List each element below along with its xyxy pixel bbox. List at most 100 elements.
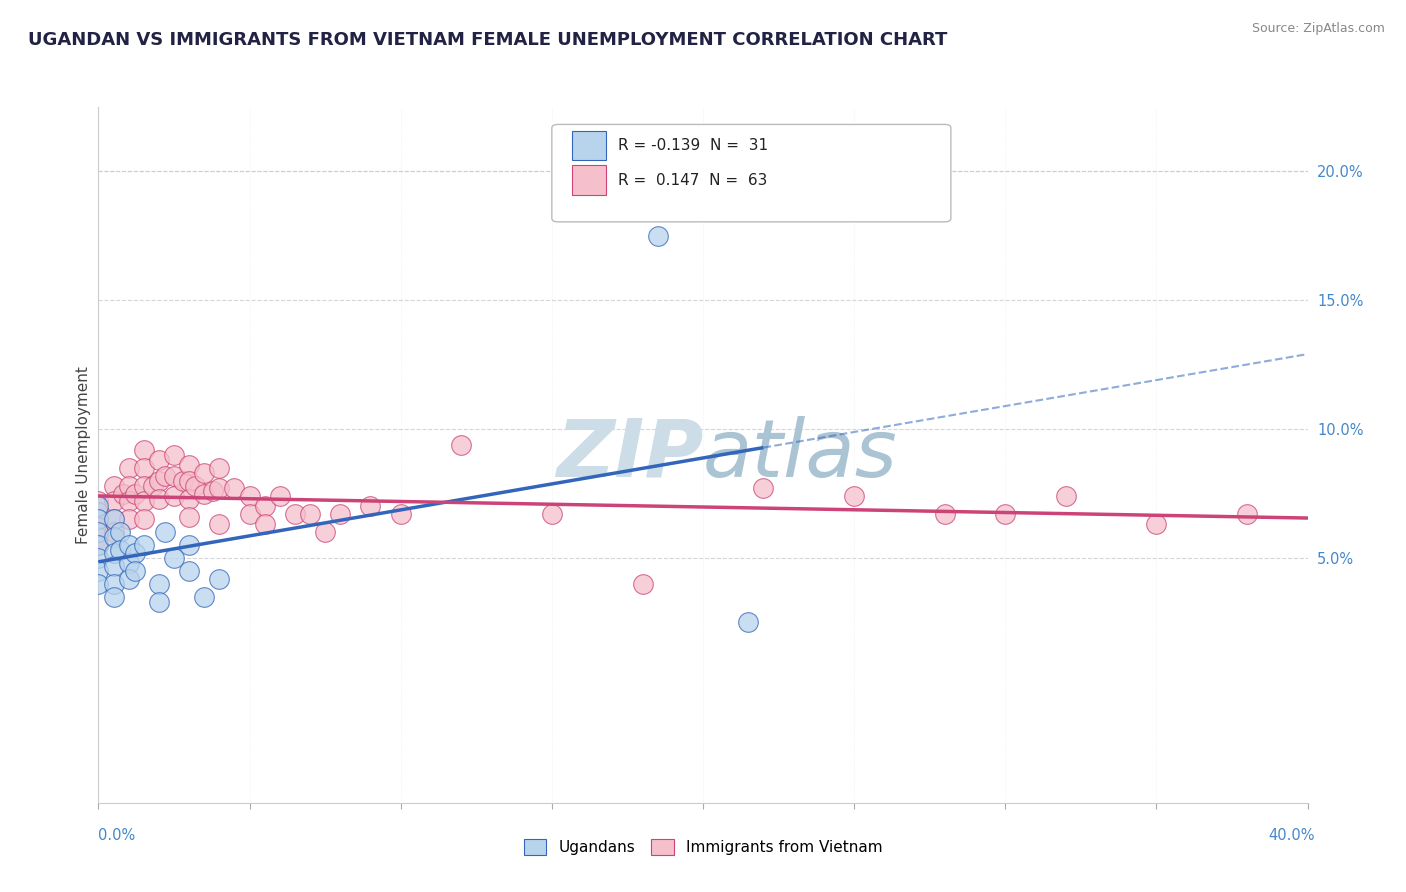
Point bbox=[118, 460, 141, 475]
Legend: Ugandans, Immigrants from Vietnam: Ugandans, Immigrants from Vietnam bbox=[517, 833, 889, 862]
Point bbox=[179, 509, 201, 524]
Point bbox=[87, 538, 110, 552]
Point bbox=[87, 576, 110, 591]
Point bbox=[148, 474, 170, 488]
Point bbox=[118, 494, 141, 508]
Text: UGANDAN VS IMMIGRANTS FROM VIETNAM FEMALE UNEMPLOYMENT CORRELATION CHART: UGANDAN VS IMMIGRANTS FROM VIETNAM FEMAL… bbox=[28, 31, 948, 49]
Point bbox=[108, 543, 131, 558]
Point bbox=[153, 468, 176, 483]
Point bbox=[87, 525, 110, 540]
Point bbox=[87, 520, 110, 534]
Point bbox=[111, 486, 134, 500]
Point bbox=[148, 595, 170, 609]
Point bbox=[269, 489, 291, 503]
Point bbox=[752, 482, 775, 496]
Point bbox=[193, 486, 215, 500]
Point bbox=[540, 507, 562, 521]
Point bbox=[142, 479, 165, 493]
Point bbox=[179, 564, 201, 578]
Point bbox=[184, 479, 207, 493]
Point bbox=[224, 482, 246, 496]
Point bbox=[87, 512, 110, 526]
Point bbox=[103, 525, 125, 540]
Point bbox=[87, 500, 110, 514]
Point bbox=[299, 507, 322, 521]
Point bbox=[108, 525, 131, 540]
Point bbox=[239, 489, 262, 503]
Point bbox=[124, 486, 146, 500]
Point bbox=[994, 507, 1017, 521]
Point bbox=[87, 494, 110, 508]
Point bbox=[844, 489, 866, 503]
Text: R =  0.147  N =  63: R = 0.147 N = 63 bbox=[619, 172, 768, 187]
Point bbox=[132, 512, 155, 526]
Point bbox=[360, 500, 382, 514]
Point bbox=[87, 538, 110, 552]
Bar bbox=[572, 131, 606, 160]
Point bbox=[132, 442, 155, 457]
Point bbox=[103, 494, 125, 508]
Point bbox=[239, 507, 262, 521]
Point bbox=[1236, 507, 1258, 521]
Point bbox=[631, 576, 654, 591]
Point bbox=[103, 576, 125, 591]
Point bbox=[132, 460, 155, 475]
Point bbox=[179, 474, 201, 488]
Point bbox=[163, 489, 186, 503]
Point bbox=[208, 482, 231, 496]
Point bbox=[647, 228, 669, 243]
Point bbox=[118, 479, 141, 493]
Point bbox=[124, 546, 146, 560]
Point bbox=[253, 500, 276, 514]
Point bbox=[329, 507, 352, 521]
Point bbox=[148, 491, 170, 506]
Text: 40.0%: 40.0% bbox=[1268, 828, 1315, 843]
Point bbox=[179, 491, 201, 506]
Point bbox=[87, 551, 110, 566]
Point bbox=[132, 479, 155, 493]
Point bbox=[1054, 489, 1077, 503]
Point bbox=[118, 556, 141, 570]
Point bbox=[132, 538, 155, 552]
Point bbox=[179, 458, 201, 473]
Point bbox=[87, 505, 110, 519]
Point bbox=[163, 551, 186, 566]
Point bbox=[103, 512, 125, 526]
Point bbox=[172, 474, 194, 488]
Point bbox=[87, 564, 110, 578]
Text: ZIP: ZIP bbox=[555, 416, 703, 494]
Point bbox=[124, 564, 146, 578]
Point bbox=[87, 530, 110, 544]
Point bbox=[163, 468, 186, 483]
Text: R = -0.139  N =  31: R = -0.139 N = 31 bbox=[619, 137, 769, 153]
Point bbox=[314, 525, 336, 540]
Point bbox=[118, 538, 141, 552]
Y-axis label: Female Unemployment: Female Unemployment bbox=[76, 366, 91, 544]
Point bbox=[208, 460, 231, 475]
Point bbox=[103, 590, 125, 604]
Point bbox=[103, 558, 125, 573]
Point bbox=[103, 530, 125, 544]
Point bbox=[153, 525, 176, 540]
Point bbox=[208, 517, 231, 532]
Point bbox=[148, 453, 170, 467]
Point bbox=[284, 507, 307, 521]
Point bbox=[132, 494, 155, 508]
Point bbox=[389, 507, 412, 521]
Point bbox=[202, 483, 225, 498]
Point bbox=[934, 507, 956, 521]
Text: atlas: atlas bbox=[703, 416, 898, 494]
Point bbox=[118, 512, 141, 526]
Point bbox=[103, 546, 125, 560]
Point bbox=[208, 572, 231, 586]
Point bbox=[737, 615, 759, 630]
Text: 0.0%: 0.0% bbox=[98, 828, 135, 843]
Point bbox=[179, 538, 201, 552]
Point bbox=[450, 437, 472, 451]
Point bbox=[103, 512, 125, 526]
Point bbox=[87, 512, 110, 526]
Text: Source: ZipAtlas.com: Source: ZipAtlas.com bbox=[1251, 22, 1385, 36]
Point bbox=[118, 572, 141, 586]
Point bbox=[103, 479, 125, 493]
Point bbox=[1144, 517, 1167, 532]
